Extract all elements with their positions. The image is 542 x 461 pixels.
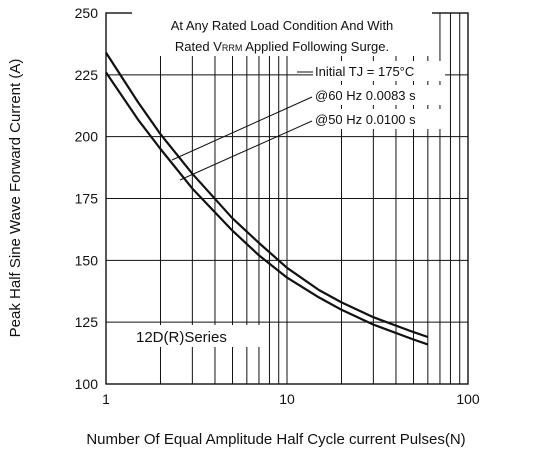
y-tick-label: 175: [75, 191, 99, 207]
condition-line2-suffix: Applied Following Surge.: [242, 39, 389, 54]
tick-labels: 100 125 150 175 200 225 250 1 10 100: [75, 5, 480, 407]
series-curves: [105, 52, 429, 346]
series-50hz-label: @50 Hz 0.0100 s: [315, 112, 416, 127]
series-curve-60hz: [105, 52, 429, 339]
condition-annotation-line1: At Any Rated Load Condition And With: [171, 18, 394, 33]
series-curve-50hz: [105, 71, 429, 346]
x-axis-label: Number Of Equal Amplitude Half Cycle cur…: [86, 431, 465, 448]
y-tick-label: 125: [75, 314, 99, 330]
series-60hz-label: @60 Hz 0.0083 s: [315, 88, 416, 103]
series-60hz-leader-line: [171, 96, 313, 161]
condition-annotation-line2: Rated VRRM Applied Following Surge.: [175, 39, 389, 54]
y-tick-label: 100: [75, 376, 99, 392]
condition-line2-subscript: RRM: [222, 43, 243, 53]
x-tick-label: 10: [279, 391, 295, 407]
condition-annotation-box: [132, 12, 432, 56]
y-tick-label: 250: [75, 5, 99, 21]
initial-tj-label: Initial TJ = 175°C: [315, 64, 414, 79]
y-tick-label: 225: [75, 67, 99, 83]
y-axis-label: Peak Half Sine Wave Forward Current (A): [7, 59, 24, 338]
y-tick-label: 150: [75, 252, 99, 268]
y-tick-label: 200: [75, 129, 99, 145]
series-50hz-leader-line: [179, 120, 313, 181]
series-60hz-label-bg: [313, 85, 445, 105]
initial-tj-label-bg: [313, 61, 445, 81]
x-tick-label: 1: [102, 391, 110, 407]
series-name-box-bg: [133, 325, 263, 347]
series-name-box: 12D(R)Series: [136, 329, 227, 346]
condition-line2-prefix: Rated V: [175, 39, 222, 54]
series-50hz-label-bg: [313, 109, 445, 129]
x-tick-label: 100: [456, 391, 480, 407]
